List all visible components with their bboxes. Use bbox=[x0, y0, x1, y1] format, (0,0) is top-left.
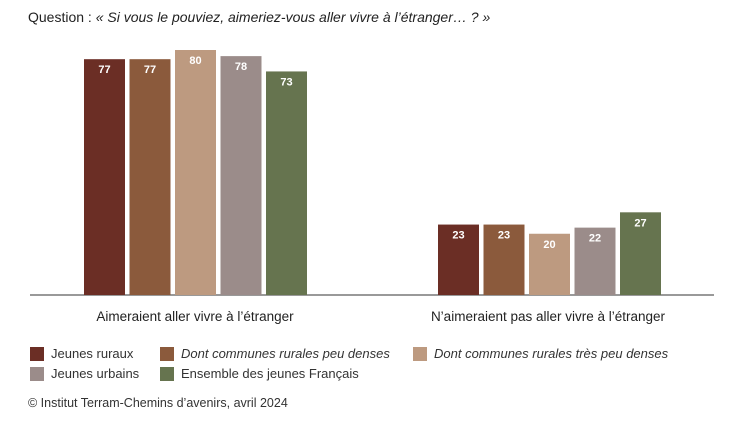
bar-value-label: 27 bbox=[634, 217, 646, 229]
legend-label: Ensemble des jeunes Français bbox=[181, 366, 359, 381]
bar bbox=[483, 224, 525, 295]
legend-item: Jeunes ruraux bbox=[30, 346, 133, 361]
bar bbox=[266, 71, 307, 295]
legend-item: Dont communes rurales très peu denses bbox=[413, 346, 668, 361]
question-text: « Si vous le pouviez, aimeriez-vous alle… bbox=[95, 9, 491, 25]
question-prefix: Question : bbox=[28, 9, 92, 25]
bar-value-label: 20 bbox=[543, 239, 555, 251]
category-label: N’aimeraient pas aller vivre à l’étrange… bbox=[431, 309, 666, 324]
bar-value-label: 23 bbox=[452, 230, 464, 242]
bar bbox=[175, 50, 216, 295]
legend-swatch bbox=[30, 366, 44, 381]
bar-value-label: 73 bbox=[280, 76, 292, 88]
bar-value-label: 77 bbox=[98, 64, 110, 76]
bar-value-label: 23 bbox=[498, 230, 510, 242]
source-note: © Institut Terram-Chemins d’avenirs, avr… bbox=[28, 396, 288, 410]
bar-chart: 77 77 80 78 73 Aimeraient aller vivre à l’étr… bbox=[30, 50, 714, 324]
legend-label: Jeunes urbains bbox=[51, 366, 140, 381]
legend-item: Ensemble des jeunes Français bbox=[160, 366, 359, 381]
legend-label: Dont communes rurales très peu denses bbox=[434, 346, 669, 361]
chart-question: Question : « Si vous le pouviez, aimerie… bbox=[28, 9, 490, 25]
legend-swatch bbox=[30, 346, 44, 361]
bar bbox=[220, 56, 262, 295]
legend-swatch bbox=[160, 346, 174, 361]
category-label: Aimeraient aller vivre à l’étranger bbox=[96, 309, 294, 324]
legend-item: Dont communes rurales peu denses bbox=[160, 346, 390, 361]
legend-label: Jeunes ruraux bbox=[51, 346, 134, 361]
bar bbox=[620, 212, 661, 295]
bar-value-label: 77 bbox=[144, 64, 156, 76]
bar bbox=[84, 59, 125, 295]
bar-value-label: 78 bbox=[235, 61, 247, 73]
bar bbox=[438, 224, 479, 295]
legend-swatch bbox=[413, 346, 427, 361]
legend-item: Jeunes urbains bbox=[30, 366, 139, 381]
bar-value-label: 22 bbox=[589, 233, 601, 245]
bar bbox=[529, 233, 570, 295]
bar-value-label: 80 bbox=[189, 55, 201, 67]
legend-swatch bbox=[160, 366, 174, 381]
bar bbox=[129, 59, 171, 295]
legend-label: Dont communes rurales peu denses bbox=[181, 346, 390, 361]
bar bbox=[574, 227, 616, 295]
